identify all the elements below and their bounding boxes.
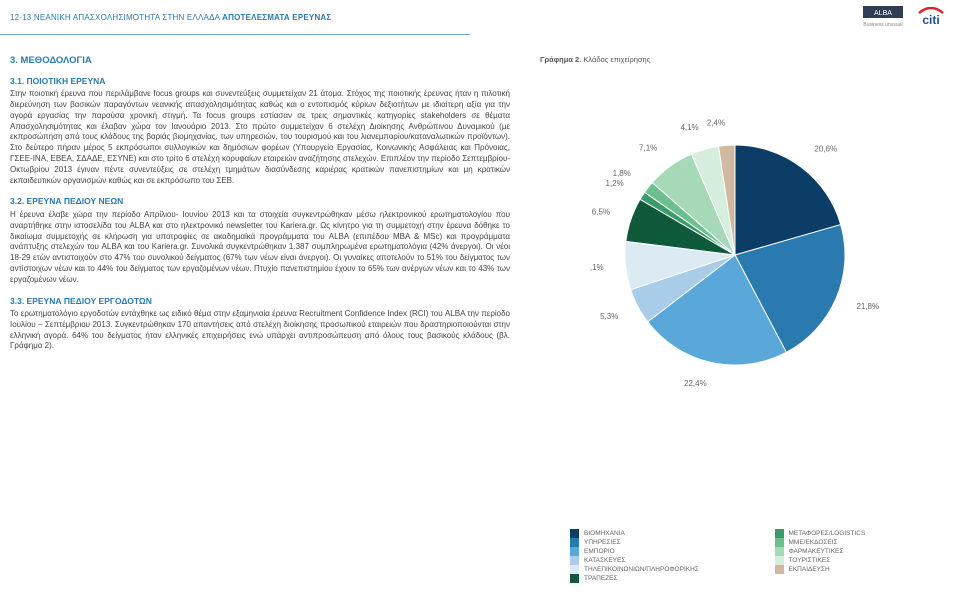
legend-swatch [775,556,784,565]
chart-title-rest: Κλάδος επιχείρησης [583,55,650,64]
legend-swatch [570,556,579,565]
page-header: 12-13 ΝΕΑΝΙΚΗ ΑΠΑΣΧΟΛΗΣΙΜΟΤΗΤΑ ΣΤΗΝ ΕΛΛΑ… [10,6,949,28]
legend-item: ΒΙΟΜΗΧΑΝΙΑ [570,529,745,538]
alba-sub: Business unusual [863,22,902,28]
legend-item: ΜΜΕ/ΕΚΔΟΣΕΙΣ [775,538,950,547]
header-title: 12-13 ΝΕΑΝΙΚΗ ΑΠΑΣΧΟΛΗΣΙΜΟΤΗΤΑ ΣΤΗΝ ΕΛΛΑ… [10,13,331,22]
pie-slice-label: 7,1% [639,143,657,152]
legend-label: ΤΟΥΡΙΣΤΙΚΕΣ [789,557,831,564]
legend-item: ΕΚΠΑΙΔΕΥΣΗ [775,565,950,574]
legend-swatch [570,529,579,538]
legend-swatch [775,565,784,574]
header-divider [0,34,470,35]
legend-label: ΥΠΗΡΕΣΙΕΣ [584,539,621,546]
subsection-33-title: 3.3. ΕΡΕΥΝΑ ΠΕΔΙΟΥ ΕΡΓΟΔΟΤΩΝ [10,296,510,307]
citi-logo: citi [913,6,949,28]
legend-swatch [775,529,784,538]
legend-label: ΤΡΑΠΕΖΕΣ [584,575,618,582]
legend-label: ΜΕΤΑΦΟΡΕΣ/LOGISTICS [789,530,866,537]
pie-chart: 20,6% 21,8% 22,4% 5,3% 7,1% 6,5% 1,2%1,8% 7,1% 4… [590,75,880,475]
legend-item: ΜΕΤΑΦΟΡΕΣ/LOGISTICS [775,529,950,538]
subsection-33-body: Το ερωτηματολόγιο εργοδοτών εντάχθηκε ως… [10,309,510,352]
legend-item: ΚΑΤΑΣΚΕΥΕΣ [570,556,745,565]
header-title-bold: ΑΠΟΤΕΛΕΣΜΑΤΑ ΕΡΕΥΝΑΣ [222,13,331,22]
subsection-31-body: Στην ποιοτική έρευνα που περιλάμβανε foc… [10,89,510,186]
subsection-33: 3.3. ΕΡΕΥΝΑ ΠΕΔΙΟΥ ΕΡΓΟΔΟΤΩΝ Το ερωτηματ… [10,296,510,353]
pie-slice-label: 7,1% [590,263,604,272]
svg-text:ALBA: ALBA [874,10,892,17]
subsection-31: 3.1. ΠΟΙΟΤΙΚΗ ΕΡΕΥΝΑ Στην ποιοτική έρευν… [10,76,510,187]
legend-swatch [570,547,579,556]
chart-column: Γράφημα 2. Κλάδος επιχείρησης 20,6% 21,8%… [540,55,949,583]
legend-swatch [775,547,784,556]
legend-label: ΕΚΠΑΙΔΕΥΣΗ [789,566,830,573]
subsection-32-title: 3.2. ΕΡΕΥΝΑ ΠΕΔΙΟΥ ΝΕΩΝ [10,196,510,207]
subsection-31-title: 3.1. ΠΟΙΟΤΙΚΗ ΕΡΕΥΝΑ [10,76,510,87]
subsection-32: 3.2. ΕΡΕΥΝΑ ΠΕΔΙΟΥ ΝΕΩΝ Η έρευνα έλαβε χ… [10,196,510,285]
legend-item: ΥΠΗΡΕΣΙΕΣ [570,538,745,547]
svg-text:citi: citi [922,13,939,27]
page-content: 3. ΜΕΘΟΔΟΛΟΓΙΑ 3.1. ΠΟΙΟΤΙΚΗ ΕΡΕΥΝΑ Στην… [10,55,949,583]
pie-slice-label: 20,6% [814,145,837,154]
legend-swatch [570,538,579,547]
chart-title: Γράφημα 2. Κλάδος επιχείρησης [540,55,949,64]
text-column: 3. ΜΕΘΟΔΟΛΟΓΙΑ 3.1. ΠΟΙΟΤΙΚΗ ΕΡΕΥΝΑ Στην… [10,55,510,583]
legend-item: ΤΟΥΡΙΣΤΙΚΕΣ [775,556,950,565]
pie-slice-label: 6,5% [592,208,610,217]
legend-label: ΜΜΕ/ΕΚΔΟΣΕΙΣ [789,539,838,546]
legend-item: ΤΗΛΕΠΙΚΟΙΝΩΝΙΩΝ/ΠΛΗΡΟΦΟΡΙΚΗΣ [570,565,745,574]
legend-item: ΕΜΠΟΡΙΟ [570,547,745,556]
pie-slice-label: 2,4% [707,118,725,127]
header-logos: ALBA Business unusual citi [863,6,949,28]
chart-title-bold: Γράφημα 2. [540,55,581,64]
section-title: 3. ΜΕΘΟΔΟΛΟΓΙΑ [10,55,510,68]
legend-label: ΤΗΛΕΠΙΚΟΙΝΩΝΙΩΝ/ΠΛΗΡΟΦΟΡΙΚΗΣ [584,566,699,573]
alba-logo: ALBA Business unusual [863,6,903,28]
page-ref: 12-13 [10,13,31,22]
chart-legend: ΒΙΟΜΗΧΑΝΙΑ ΥΠΗΡΕΣΙΕΣ ΕΜΠΟΡΙΟ ΚΑΤΑΣΚΕΥΕΣ ΤΗΛΕ… [570,529,949,583]
pie-slice-label: 21,8% [856,302,879,311]
legend-item: ΤΡΑΠΕΖΕΣ [570,574,745,583]
pie-slice-label: 1,2% [606,179,624,188]
legend-label: ΚΑΤΑΣΚΕΥΕΣ [584,557,625,564]
pie-slice-label: 22,4% [684,379,707,388]
legend-swatch [775,538,784,547]
header-title-light: ΝΕΑΝΙΚΗ ΑΠΑΣΧΟΛΗΣΙΜΟΤΗΤΑ ΣΤΗΝ ΕΛΛΑΔΑ [34,13,220,22]
pie-slice-label: 1,8% [613,169,631,178]
legend-swatch [570,574,579,583]
legend-item: ΦΑΡΜΑΚΕΥΤΙΚΕΣ [775,547,950,556]
legend-swatch [570,565,579,574]
pie-slice-label: 4,1% [680,123,698,132]
subsection-32-body: Η έρευνα έλαβε χώρα την περίοδο Απρίλιου… [10,210,510,286]
pie-slice-label: 5,3% [600,312,618,321]
legend-label: ΕΜΠΟΡΙΟ [584,548,615,555]
legend-label: ΦΑΡΜΑΚΕΥΤΙΚΕΣ [789,548,844,555]
legend-label: ΒΙΟΜΗΧΑΝΙΑ [584,530,625,537]
